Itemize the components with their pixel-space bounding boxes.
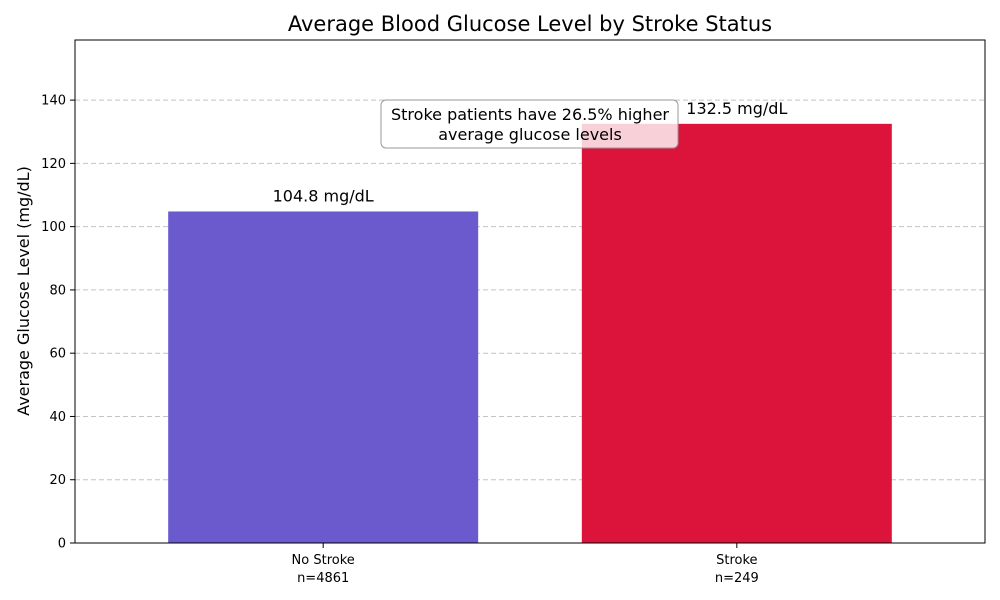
y-tick-label: 20 [49, 473, 66, 488]
bar-value-labels: 104.8 mg/dL 132.5 mg/dL [273, 99, 788, 206]
x-tick-count-label: n=4861 [297, 571, 349, 586]
x-tick-count-label: n=249 [715, 571, 759, 586]
annotation-box: Stroke patients have 26.5% higher averag… [380, 99, 679, 149]
bar [581, 123, 892, 543]
y-tick-label: 140 [41, 94, 66, 109]
y-tick-label: 100 [41, 220, 66, 235]
y-tick-label: 40 [49, 410, 66, 425]
x-axis-ticks: No Stroke n=4861 Stroke n=249 [292, 543, 759, 586]
x-tick-label: Stroke [716, 553, 757, 568]
plot-area-frame [74, 39, 986, 544]
bars [168, 123, 892, 543]
y-tick-label: 60 [49, 347, 66, 362]
annotation-line-2: average glucose levels [438, 125, 622, 144]
annotation-line-1: Stroke patients have 26.5% higher [391, 105, 669, 124]
bar-value-label: 104.8 mg/dL [273, 186, 374, 205]
x-tick-label: No Stroke [292, 553, 355, 568]
y-tick-label: 80 [49, 283, 66, 298]
bar [168, 211, 479, 543]
annotation-background [380, 99, 679, 149]
y-tick-label: 0 [58, 537, 66, 552]
y-axis-ticks: 0 20 40 60 80 100 120 140 [41, 94, 75, 552]
y-axis-label: Average Glucose Level (mg/dL) [14, 166, 33, 416]
bar-value-label: 132.5 mg/dL [686, 99, 787, 118]
chart-title: Average Blood Glucose Level by Stroke St… [288, 12, 772, 36]
y-tick-label: 120 [41, 157, 66, 172]
